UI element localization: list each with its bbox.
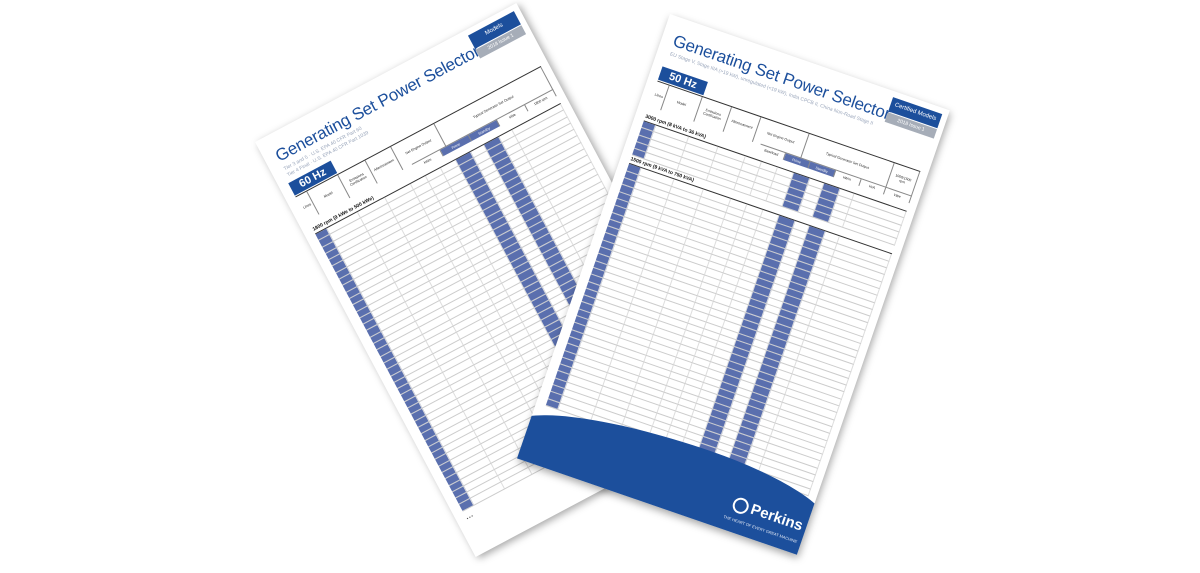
notes: ● ● ● [465, 513, 474, 521]
perkins-emblem-icon [730, 495, 751, 516]
certified-models-tab: Certified Models 2018 Issue 1 [884, 97, 943, 139]
front-document-sheet: Certified Models 2018 Issue 1 Generating… [516, 14, 950, 555]
